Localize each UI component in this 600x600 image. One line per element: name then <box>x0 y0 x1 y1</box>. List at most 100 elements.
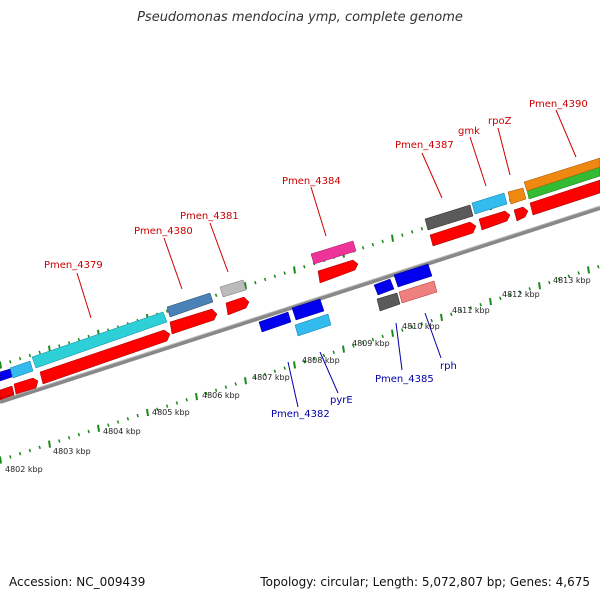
gene-label[interactable]: Pmen_4381 <box>180 211 239 222</box>
gene-label[interactable]: gmk <box>458 126 480 137</box>
minor-tick <box>420 322 424 326</box>
cds-arrow[interactable] <box>317 259 359 284</box>
gene-bar-pyre[interactable] <box>294 313 332 337</box>
gene-label[interactable]: Pmen_4385 <box>375 374 434 385</box>
cds-arrow[interactable] <box>513 206 529 222</box>
minor-tick <box>401 233 404 237</box>
minor-tick <box>234 382 237 386</box>
major-tick <box>97 424 100 432</box>
minor-tick <box>18 356 22 361</box>
minor-tick <box>273 274 277 279</box>
major-tick <box>489 297 492 306</box>
minor-tick <box>126 417 130 421</box>
minor-tick <box>567 274 571 278</box>
minor-tick <box>303 265 306 269</box>
gene-label[interactable]: rpoZ <box>488 116 512 127</box>
minor-tick <box>283 271 286 275</box>
cds-arrow[interactable] <box>225 296 250 316</box>
kbp-label: 4807 kbp <box>252 373 290 382</box>
minor-tick <box>459 309 463 313</box>
gene-bar-rph[interactable] <box>398 280 438 304</box>
cds-arrow-reverse[interactable] <box>393 263 433 288</box>
cds-arrow[interactable] <box>39 329 171 385</box>
minor-tick <box>165 404 169 408</box>
cds-arrow[interactable] <box>478 210 511 231</box>
minor-tick <box>28 448 32 453</box>
major-tick <box>587 266 590 274</box>
major-tick <box>342 345 345 353</box>
gene-label[interactable]: Pmen_4379 <box>44 260 103 271</box>
gene-bar-rpoz[interactable] <box>507 187 527 205</box>
minor-tick <box>361 246 365 250</box>
minor-tick <box>224 385 228 389</box>
minor-tick <box>9 455 12 459</box>
minor-tick <box>401 328 404 332</box>
map-title: Pseudomonas mendocina ymp, complete geno… <box>137 10 463 25</box>
minor-tick <box>361 341 365 345</box>
major-tick <box>48 440 51 448</box>
cds-arrow-reverse[interactable] <box>291 298 325 321</box>
gene-bar-dark[interactable] <box>376 292 401 312</box>
lower-callouts <box>287 312 442 408</box>
minor-tick <box>469 306 473 310</box>
upper-callouts <box>76 109 577 319</box>
cds-arrow[interactable] <box>169 308 218 335</box>
minor-tick <box>77 432 81 437</box>
major-tick <box>195 392 198 401</box>
minor-tick <box>38 445 41 450</box>
gene-label[interactable]: rph <box>440 361 457 372</box>
minor-tick <box>18 451 22 456</box>
cds-arrow-reverse[interactable] <box>0 385 15 399</box>
gene-bar-gmk[interactable] <box>471 192 508 215</box>
minor-tick <box>273 369 277 374</box>
gene-label[interactable]: Pmen_4380 <box>134 226 193 237</box>
minor-tick <box>263 372 267 377</box>
minor-tick <box>557 277 561 282</box>
cds-arrow[interactable] <box>529 179 600 216</box>
major-tick <box>0 456 2 464</box>
minor-tick <box>479 302 482 307</box>
minor-tick <box>381 239 384 244</box>
gene-label[interactable]: Pmen_4387 <box>395 140 454 151</box>
minor-tick <box>156 407 159 412</box>
cds-arrow-reverse[interactable] <box>0 368 13 382</box>
gene-bar-pmen-4384[interactable] <box>310 240 357 265</box>
gene-label[interactable]: pyrE <box>330 395 353 406</box>
minor-tick <box>87 429 90 434</box>
gene-bar-pmen-4387[interactable] <box>424 204 474 231</box>
gene-label[interactable]: Pmen_4390 <box>529 99 588 110</box>
cds-arrow[interactable] <box>13 377 39 395</box>
minor-tick <box>577 271 580 275</box>
gene-bar-pmen-4379[interactable] <box>31 311 168 369</box>
minor-tick <box>322 353 326 358</box>
gene-label[interactable]: Pmen_4382 <box>271 409 330 420</box>
kbp-label: 4804 kbp <box>103 427 141 436</box>
gene-bar-pmen-4390[interactable] <box>523 157 600 192</box>
gene-bar-pmen-4381[interactable] <box>219 279 247 298</box>
cds-arrow[interactable] <box>429 221 477 247</box>
kbp-label: 4813 kbp <box>553 276 591 285</box>
major-tick <box>293 361 296 369</box>
minor-tick <box>9 360 12 364</box>
minor-tick <box>371 337 375 342</box>
major-tick <box>538 282 541 290</box>
genome-summary: Topology: circular; Length: 5,072,807 bp… <box>260 575 590 589</box>
cds-arrow-reverse-pmen-4385[interactable] <box>373 278 395 296</box>
kbp-label: 4808 kbp <box>302 356 340 365</box>
minor-tick <box>185 398 188 402</box>
minor-tick <box>352 344 355 348</box>
minor-tick <box>254 375 257 380</box>
cds-arrow-reverse-pmen-4382[interactable] <box>258 311 292 333</box>
minor-tick <box>214 388 218 393</box>
minor-tick <box>136 413 139 418</box>
kbp-label: 4805 kbp <box>152 408 190 417</box>
gene-label[interactable]: Pmen_4384 <box>282 176 341 187</box>
gene-bar[interactable] <box>9 360 34 379</box>
major-tick <box>391 329 394 337</box>
major-tick <box>0 361 2 369</box>
minor-tick <box>214 293 218 298</box>
major-tick <box>391 234 394 242</box>
minor-tick <box>518 290 522 294</box>
lower-tick-track <box>0 264 600 464</box>
gene-bar-pmen-4380[interactable] <box>166 292 214 318</box>
